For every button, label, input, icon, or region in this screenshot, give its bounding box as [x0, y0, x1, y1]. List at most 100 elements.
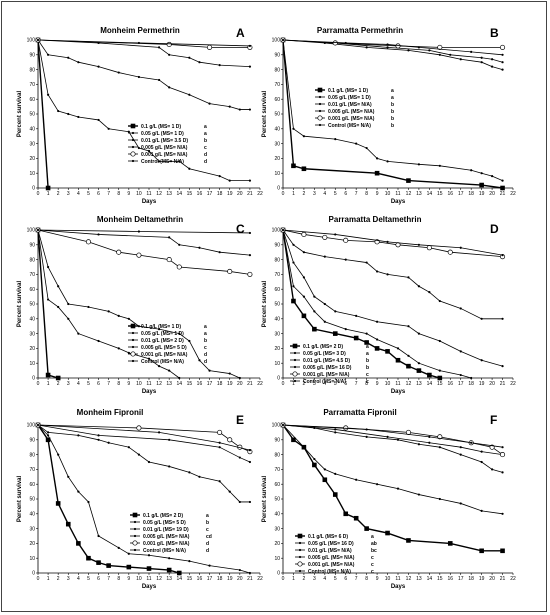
x-tick-label: 18: [468, 381, 474, 387]
x-tick-label: 13: [166, 191, 172, 197]
data-point: [248, 571, 252, 575]
y-tick-label: 40: [274, 512, 280, 518]
series-1: [35, 227, 61, 381]
data-point: [480, 460, 483, 464]
y-tick-label: 20: [274, 541, 280, 547]
data-point: [168, 86, 171, 89]
data-point: [364, 526, 369, 531]
x-tick-label: 6: [344, 381, 347, 387]
data-point: [501, 254, 504, 257]
legend-entry: 0.1 g/L (MS= 1 D) a: [315, 87, 394, 94]
data-point: [97, 233, 100, 236]
x-tick-label: 0: [37, 381, 40, 387]
x-tick-label: 0: [282, 191, 285, 197]
data-point: [396, 438, 400, 441]
chart-panel-A: Monheim Permethrin A010203040506070809010…: [17, 26, 263, 205]
legend-entry: 0.01 g/L (MS= N/A) bc: [295, 548, 377, 554]
data-point: [36, 423, 40, 427]
data-point: [136, 252, 142, 258]
data-point: [447, 541, 453, 546]
y-tick-label: 60: [274, 287, 280, 293]
data-point: [248, 231, 252, 235]
data-point: [147, 149, 151, 153]
legend-entry: Control (MS= N/A) b: [315, 123, 394, 129]
chart-title: Monheim Deltamethrin: [97, 215, 183, 224]
x-tick-label: 17: [207, 191, 213, 197]
x-tick-label: 7: [107, 191, 110, 197]
data-point: [470, 50, 473, 53]
y-tick-label: 0: [32, 376, 35, 382]
legend-label: 0.1 g/L (MS= 1 D): [141, 324, 181, 330]
data-point: [166, 567, 172, 573]
x-tick-label: 14: [427, 381, 433, 387]
data-point: [438, 369, 441, 372]
y-tick-label: 100: [27, 228, 36, 234]
data-point: [198, 475, 201, 478]
data-point: [248, 65, 252, 68]
data-point: [248, 179, 252, 182]
data-point: [355, 142, 358, 145]
data-point: [447, 249, 453, 255]
x-tick-label: 4: [323, 381, 326, 387]
data-point: [301, 231, 307, 237]
x-tick-label: 5: [334, 381, 337, 387]
data-point: [332, 40, 338, 46]
data-point: [178, 243, 181, 246]
data-point: [178, 160, 181, 163]
data-point: [407, 325, 410, 328]
x-tick-label: 3: [67, 191, 70, 197]
data-point: [147, 460, 151, 464]
series-line: [282, 424, 503, 455]
x-tick-label: 16: [197, 381, 203, 387]
data-point: [490, 468, 494, 471]
data-point: [157, 78, 161, 82]
legend-entry: Control (MS= N/A) d: [130, 548, 209, 554]
data-point: [166, 41, 172, 47]
y-tick-label: 40: [274, 127, 280, 133]
legend-label: 0.001 g/L (MS= N/A): [308, 562, 355, 568]
data-point: [238, 568, 241, 572]
y-tick-label: 30: [274, 526, 280, 532]
data-point: [97, 339, 100, 343]
data-point: [97, 65, 100, 68]
y-tick-label: 70: [29, 467, 35, 473]
data-point: [218, 64, 221, 67]
series-5: [35, 37, 253, 50]
x-tick-label: 15: [187, 191, 193, 197]
legend-significance: a: [366, 344, 369, 350]
y-tick-label: 100: [272, 228, 281, 234]
data-point: [45, 372, 51, 378]
y-tick-label: 90: [29, 53, 35, 59]
legend-label: Control (MS= N/A): [141, 159, 184, 165]
legend-entry: 0.05 g/L (MS= 1 D) a: [128, 131, 207, 137]
data-point: [157, 328, 161, 331]
data-point: [365, 46, 368, 49]
series-6: [281, 228, 504, 257]
x-tick-label: 22: [257, 576, 263, 582]
data-point: [67, 56, 70, 59]
legend-significance: c: [366, 372, 369, 378]
series-line: [37, 229, 180, 379]
x-tick-label: 13: [416, 576, 422, 582]
data-point: [176, 570, 182, 576]
data-point: [428, 435, 431, 438]
data-point: [176, 264, 182, 270]
legend-significance: b: [391, 116, 394, 122]
x-tick-label: 12: [156, 576, 162, 582]
x-tick-label: 16: [197, 191, 203, 197]
y-tick-label: 80: [29, 452, 35, 458]
legend-entry: Control (MS= N/A) d: [128, 159, 207, 165]
series-1: [280, 37, 505, 191]
legend-swatch-marker: [292, 371, 298, 377]
series-4: [36, 228, 252, 257]
y-tick-label: 90: [274, 53, 280, 59]
data-point: [417, 243, 421, 246]
data-point: [36, 228, 40, 232]
y-tick-label: 0: [277, 571, 280, 577]
data-point: [46, 434, 50, 437]
x-axis-label: Days: [142, 584, 157, 590]
x-tick-label: 19: [479, 381, 485, 387]
legend-swatch-marker: [132, 540, 138, 546]
data-point: [417, 163, 421, 166]
data-point: [46, 53, 50, 56]
